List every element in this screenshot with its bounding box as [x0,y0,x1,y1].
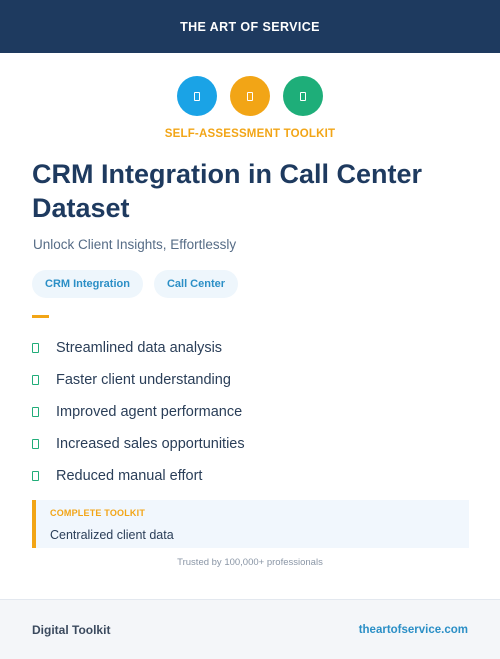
header-bar: THE ART OF SERVICE [0,0,500,53]
doc-icon-green [283,76,323,116]
check-icon [32,375,39,385]
accent-divider [32,315,49,318]
list-item: Reduced manual effort [32,460,245,492]
tag-crm-integration[interactable]: CRM Integration [32,270,143,298]
benefit-text: Reduced manual effort [56,468,203,484]
brand-title: THE ART OF SERVICE [180,19,320,34]
page-title: CRM Integration in Call Center Dataset [32,159,423,223]
doc-icon-blue [177,76,217,116]
benefit-text: Increased sales opportunities [56,436,245,452]
callout-text: Centralized client data [50,528,174,542]
website-link[interactable]: theartofservice.com [358,623,468,636]
icon-row [0,76,500,116]
subtitle: Unlock Client Insights, Effortlessly [33,237,237,252]
footer-label: Digital Toolkit [32,622,111,637]
check-icon [32,407,39,417]
benefit-text: Faster client understanding [56,372,231,388]
toolkit-kicker: SELF-ASSESSMENT TOOLKIT [164,128,336,140]
toolkit-callout: COMPLETE TOOLKIT Centralized client data [32,500,469,548]
doc-icon [194,91,200,101]
benefit-list: Streamlined data analysis Faster client … [32,332,245,492]
check-icon [32,471,39,481]
tag-call-center[interactable]: Call Center [153,270,239,298]
benefit-text: Streamlined data analysis [56,340,223,356]
check-icon [32,439,39,449]
doc-icon-orange [230,76,270,116]
check-icon [32,343,39,353]
list-item: Streamlined data analysis [32,332,245,364]
footer: Digital Toolkit theartofservice.com [0,599,500,659]
list-item: Improved agent performance [32,396,245,428]
doc-icon [247,91,253,101]
list-item: Faster client understanding [32,364,245,396]
list-item: Increased sales opportunities [32,428,245,460]
trust-note: Trusted by 100,000+ professionals [177,557,323,568]
tag-list: CRM Integration Call Center [32,270,239,298]
benefit-text: Improved agent performance [56,404,243,420]
doc-icon [300,91,306,101]
callout-label: COMPLETE TOOLKIT [50,508,146,518]
